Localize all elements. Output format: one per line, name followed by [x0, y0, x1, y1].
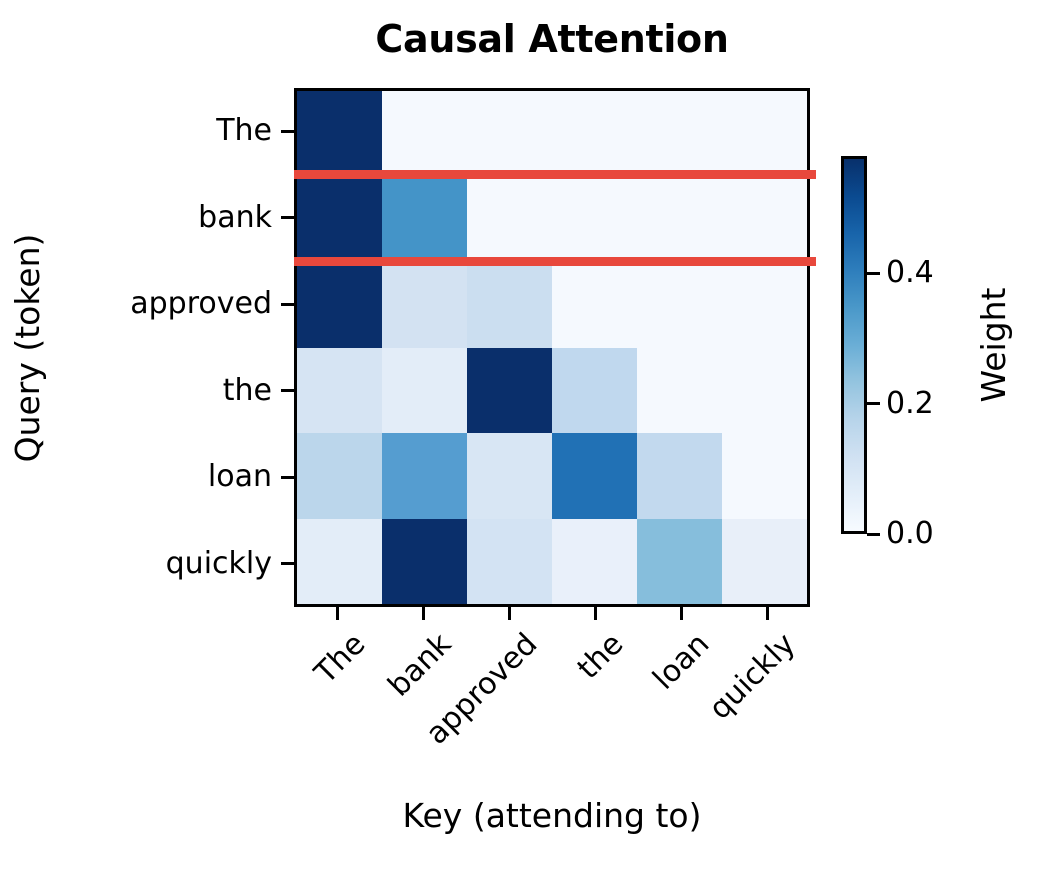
- colorbar-tick-mark: [867, 271, 880, 275]
- heatmap-cell: [467, 433, 552, 519]
- x-tick-mark: [679, 607, 683, 620]
- heatmap-cell: [637, 518, 722, 604]
- heatmap-cell: [467, 262, 552, 348]
- y-tick-mark: [281, 562, 294, 566]
- x-axis-title: Key (attending to): [402, 796, 702, 835]
- y-tick-mark: [281, 302, 294, 306]
- heatmap-cell: [297, 518, 382, 604]
- heatmap-cell: [722, 262, 807, 348]
- heatmap-cell: [297, 433, 382, 519]
- y-tick-mark: [281, 475, 294, 479]
- colorbar-title: Weight: [974, 287, 1013, 403]
- heatmap-cell: [722, 518, 807, 604]
- colorbar-tick-label: 0.0: [886, 516, 934, 551]
- heatmap-cell: [467, 518, 552, 604]
- y-tick-mark: [281, 389, 294, 393]
- y-tick-mark: [281, 216, 294, 220]
- x-tick-label-the: The: [308, 626, 373, 691]
- heatmap-cell: [297, 91, 382, 177]
- y-tick-label-bank: bank: [198, 199, 272, 235]
- y-axis-title-container: Query (token): [0, 88, 56, 607]
- heatmap-cell: [637, 91, 722, 177]
- heatmap-cell: [382, 518, 467, 604]
- x-tick-mark: [507, 607, 511, 620]
- heatmap-cell: [722, 347, 807, 433]
- colorbar-tick-label: 0.2: [886, 385, 934, 421]
- y-tick-label-the: the: [222, 372, 272, 408]
- heatmap-cell: [552, 347, 637, 433]
- colorbar: [841, 156, 867, 534]
- heatmap-cell: [637, 347, 722, 433]
- x-tick-mark: [765, 607, 769, 620]
- heatmap-cell: [382, 433, 467, 519]
- heatmap-cell: [637, 176, 722, 262]
- heatmap-cell: [552, 518, 637, 604]
- colorbar-title-container: Weight: [966, 156, 1022, 534]
- colorbar-tick-label: 0.4: [886, 255, 934, 291]
- heatmap-cell: [467, 347, 552, 433]
- y-tick-label-quickly: quickly: [165, 545, 272, 581]
- colorbar-gradient: [844, 159, 864, 531]
- y-tick-mark: [281, 129, 294, 133]
- heatmap-cell: [297, 347, 382, 433]
- x-tick-mark: [593, 607, 597, 620]
- y-tick-label-approved: approved: [130, 286, 272, 322]
- page-title: Causal Attention: [375, 17, 729, 61]
- heatmap-cell: [467, 91, 552, 177]
- x-tick-mark: [335, 607, 339, 620]
- y-axis-title: Query (token): [8, 233, 47, 462]
- x-tick-label-loan: loan: [646, 626, 717, 697]
- x-tick-mark: [421, 607, 425, 620]
- heatmap-cell: [722, 433, 807, 519]
- heatmap-cell: [722, 176, 807, 262]
- heatmap-cell: [297, 262, 382, 348]
- heatmap-cell: [637, 433, 722, 519]
- heatmap-cell: [552, 262, 637, 348]
- heatmap-cell: [552, 433, 637, 519]
- heatmap-cell: [637, 262, 722, 348]
- colorbar-tick-mark: [867, 532, 880, 536]
- heatmap-cell: [552, 176, 637, 262]
- x-tick-label-bank: bank: [381, 626, 459, 704]
- heatmap-cell: [467, 176, 552, 262]
- heatmap-cell: [297, 176, 382, 262]
- heatmap-cell: [382, 91, 467, 177]
- y-tick-label-loan: loan: [207, 459, 272, 495]
- heatmap-cell: [382, 347, 467, 433]
- heatmap-cell: [382, 176, 467, 262]
- heatmap-cell: [552, 91, 637, 177]
- heatmap-cell: [722, 91, 807, 177]
- colorbar-tick-mark: [867, 402, 880, 406]
- heatmap-cell: [382, 262, 467, 348]
- heatmap-cell-grid: [297, 91, 807, 604]
- x-tick-label-quickly: quickly: [702, 626, 803, 727]
- y-tick-label-the: The: [216, 113, 272, 149]
- x-tick-label-the: the: [570, 626, 631, 687]
- heatmap-plot-area: [294, 88, 816, 607]
